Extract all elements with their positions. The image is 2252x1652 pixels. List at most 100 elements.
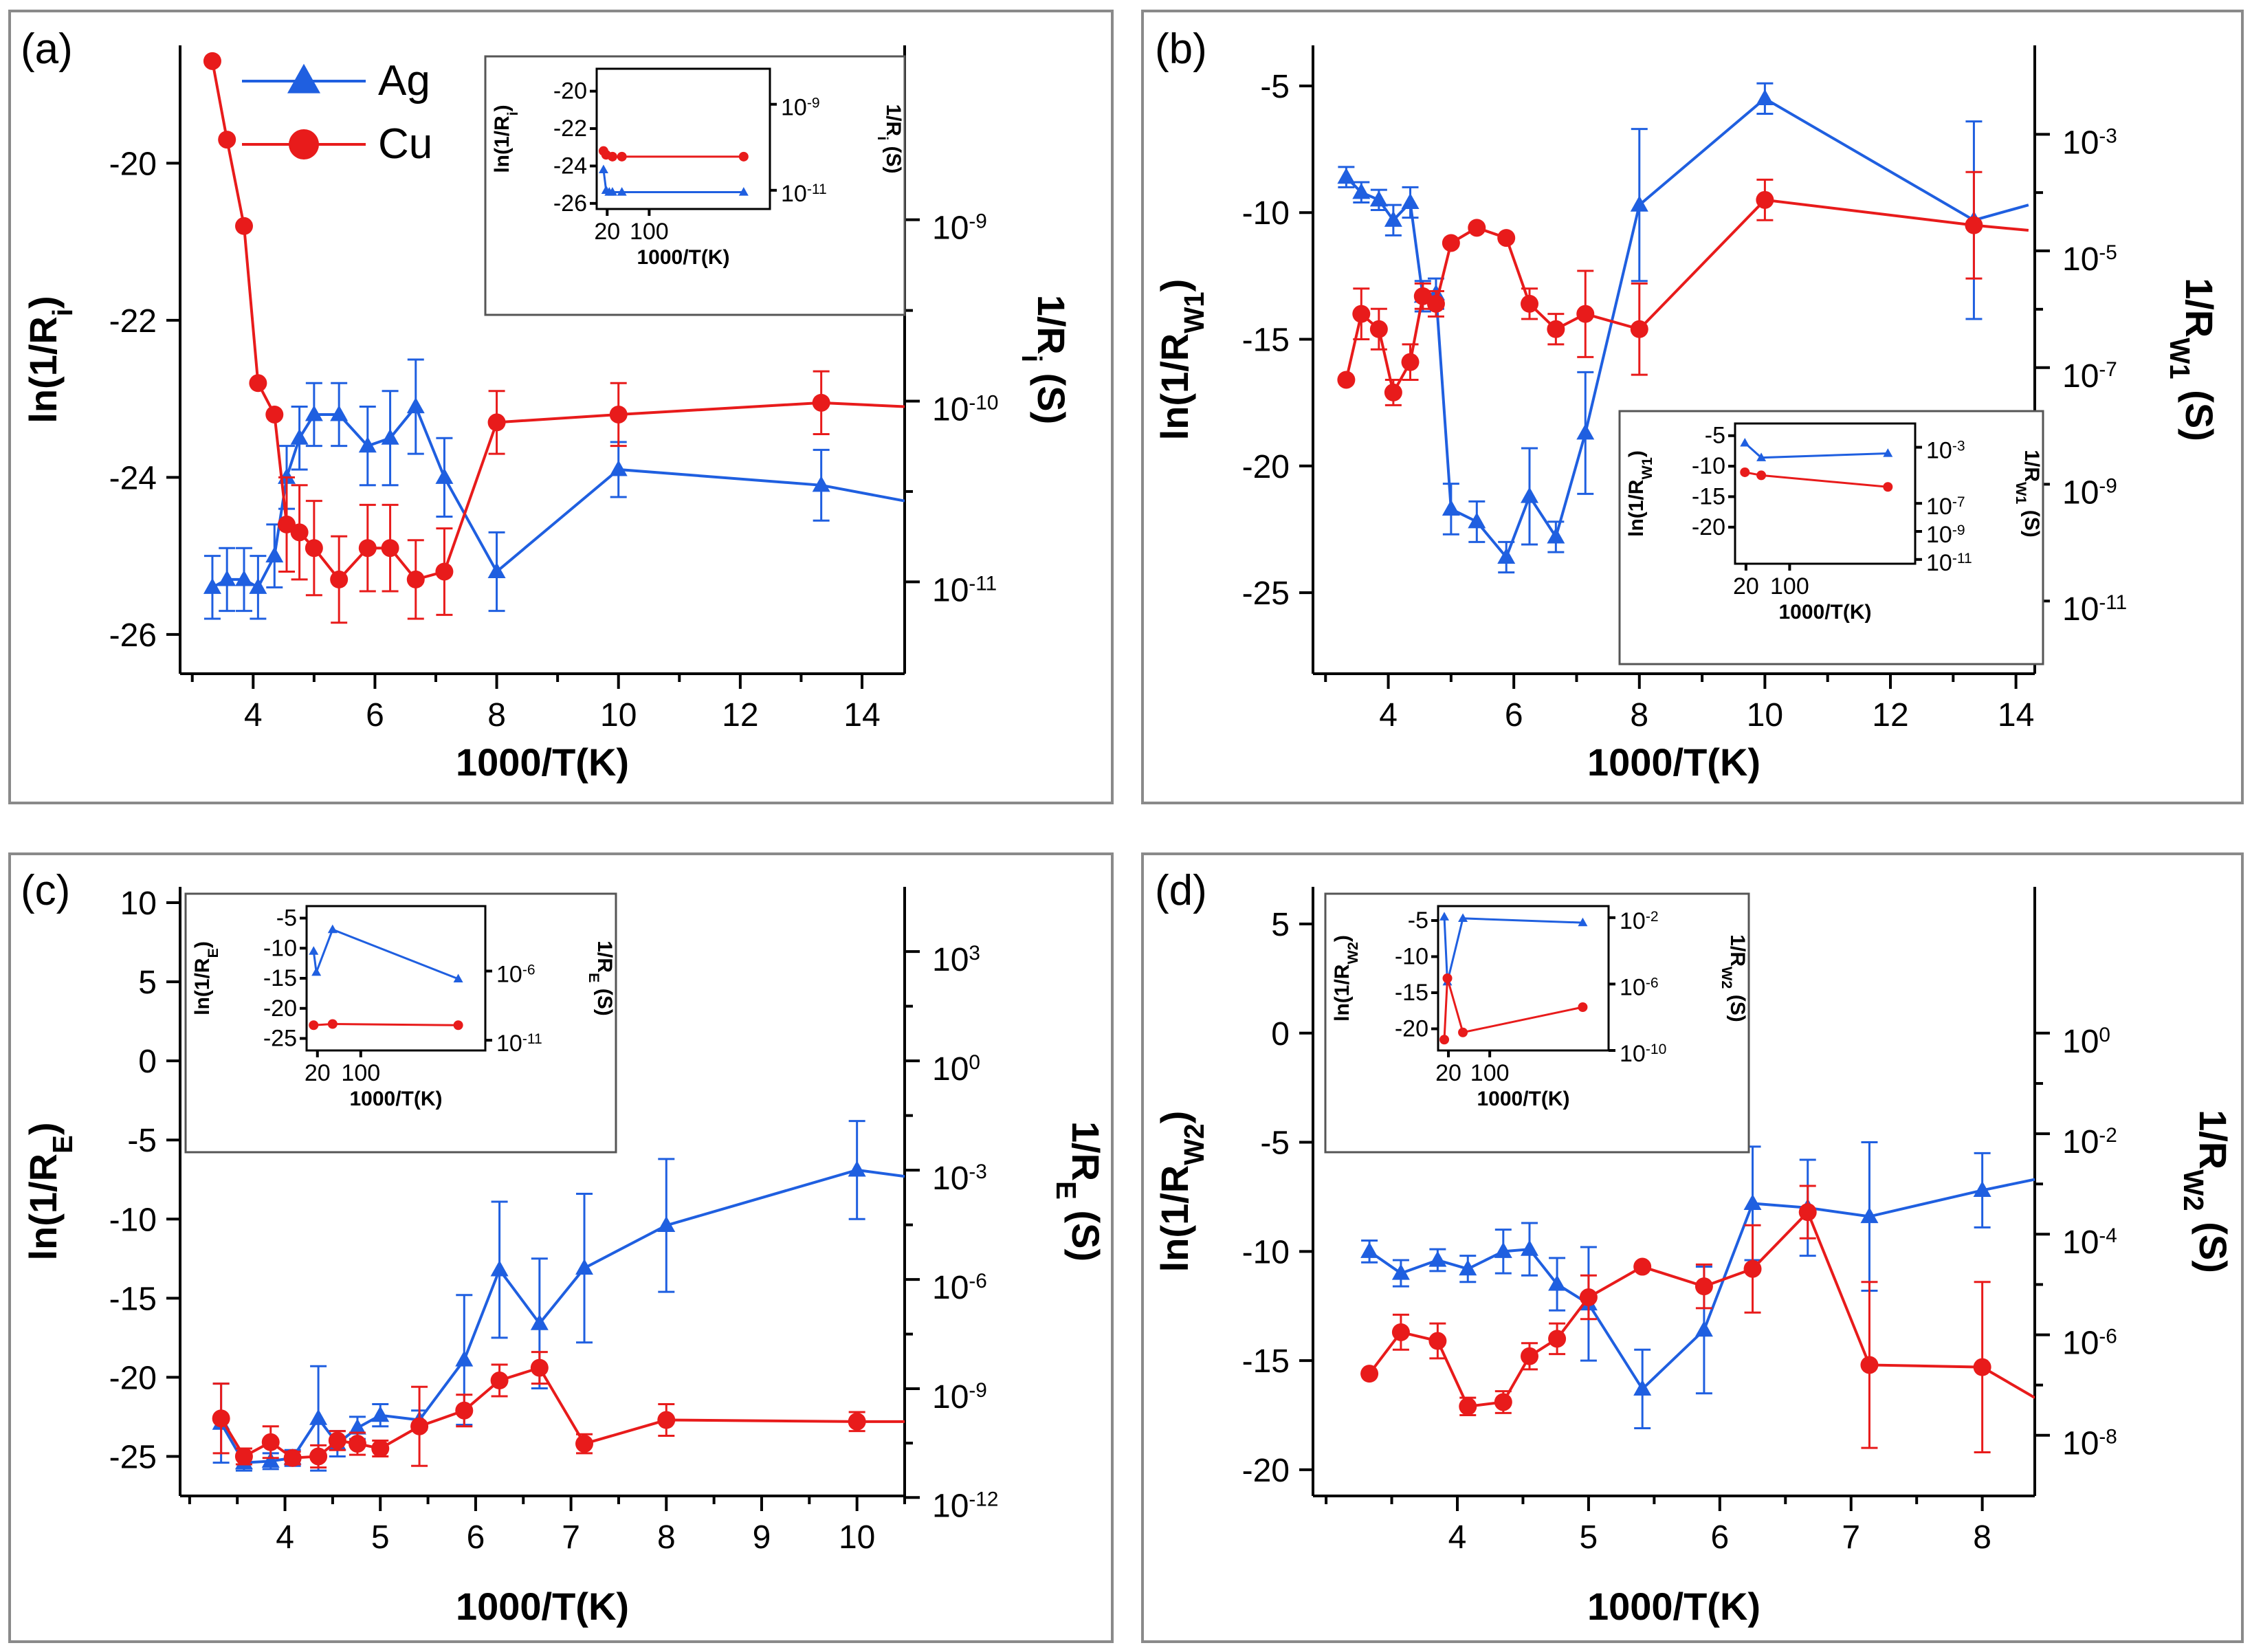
y-tick-label: -22: [109, 303, 157, 340]
y-tick-label: -10: [1242, 1234, 1290, 1270]
inset-data-point: [1740, 467, 1750, 477]
y-tick-label: -20: [1242, 449, 1290, 485]
inset-y-tick-label: -25: [263, 1026, 297, 1052]
inset-data-point: [1883, 482, 1893, 492]
x-tick-label: 6: [1710, 1519, 1729, 1556]
data-point: [1360, 1365, 1379, 1383]
data-point: [1521, 1347, 1538, 1365]
data-point: [406, 397, 425, 414]
x-tick-label: 10: [600, 697, 637, 734]
data-point: [1401, 192, 1420, 210]
data-point: [1694, 1321, 1713, 1337]
y2-tick-label: 10-9: [932, 1378, 987, 1416]
data-point: [406, 570, 425, 588]
y-tick-label: -20: [109, 1360, 157, 1396]
inset-y2-tick-label: 10-11: [781, 181, 827, 207]
inset-series-line: [312, 928, 459, 980]
y2-axis-title: 1/RW1 (S): [2164, 278, 2221, 441]
x-tick-label: 8: [487, 697, 506, 734]
inset-data-point: [738, 151, 749, 162]
data-point: [330, 570, 349, 588]
inset: 20 100 -25 -20 -15 -10 -5 10-11 10-6 1000/T(K) ln(…: [184, 892, 617, 1154]
y2-tick-label: 10-10: [932, 391, 998, 428]
data-point: [309, 1447, 328, 1466]
data-point: [575, 1258, 594, 1275]
inset-x-axis-title: 1000/T(K): [637, 246, 729, 269]
data-point: [218, 131, 236, 149]
x-tick-label: 4: [244, 697, 263, 734]
data-point: [1494, 1393, 1512, 1411]
data-point: [812, 393, 830, 412]
data-point: [1384, 210, 1402, 227]
inset-data-point: [327, 924, 338, 934]
data-point: [218, 570, 236, 586]
data-point: [1630, 320, 1648, 338]
inset-x-tick-label: 100: [1770, 573, 1809, 599]
inset-y-tick-label: -5: [276, 905, 297, 932]
data-point: [1973, 1358, 1991, 1376]
y2-tick-label: 10-8: [2062, 1425, 2117, 1462]
inset-x-axis-title: 1000/T(K): [349, 1088, 442, 1110]
inset-y2-tick-label: 10-7: [1926, 494, 1965, 520]
inset-x-tick-label: 20: [1733, 573, 1759, 599]
y2-axis-title: 1/RE (S): [1050, 1121, 1107, 1262]
y-tick-label: 5: [138, 965, 157, 1001]
data-point: [348, 1418, 366, 1435]
data-point: [1391, 1264, 1410, 1280]
inset-data-point: [617, 151, 627, 162]
data-point: [381, 428, 399, 445]
inset-data-point: [1578, 917, 1588, 927]
series-cu: [1337, 170, 2029, 406]
y-axis-title: ln(1/RE): [21, 1122, 78, 1260]
data-point: [1576, 305, 1595, 323]
data-point: [371, 1405, 390, 1422]
data-point: [1521, 1240, 1538, 1256]
inset-data-point: [1578, 1002, 1588, 1012]
data-point: [358, 539, 377, 558]
data-point: [1965, 216, 1983, 234]
y2-axis-title: 1/Ri (S): [1016, 295, 1073, 425]
inset-series-cu: [1740, 467, 1893, 492]
y-tick-label: -20: [1242, 1453, 1290, 1489]
x-axis-title: 1000/T(K): [456, 740, 629, 784]
x-tick-label: 12: [722, 697, 758, 734]
inset-y-axis-title: ln(1/Ri): [491, 104, 521, 173]
data-point: [1743, 1193, 1762, 1211]
y-tick-label: 5: [1271, 907, 1290, 943]
data-point: [1337, 167, 1356, 184]
data-point: [283, 1449, 302, 1467]
data-point: [1548, 1330, 1567, 1348]
data-point: [1391, 1323, 1410, 1341]
data-point: [455, 1350, 474, 1367]
data-point: [848, 1412, 866, 1431]
inset-series-line: [1443, 978, 1583, 1040]
data-point: [455, 1401, 474, 1420]
y-tick-label: -10: [1242, 195, 1290, 232]
inset-y-tick-label: -5: [1408, 907, 1428, 934]
inset-y-tick-label: -10: [1395, 944, 1428, 970]
legend-ag-marker: [287, 63, 320, 93]
data-point: [487, 413, 506, 432]
data-point: [348, 1435, 366, 1453]
inset-y-tick-label: -15: [1692, 483, 1725, 509]
data-point: [1459, 1397, 1477, 1416]
data-point: [278, 515, 296, 533]
inset-data-point: [1756, 470, 1767, 481]
data-point: [1973, 1180, 1991, 1197]
data-point: [309, 1409, 328, 1425]
inset-y-tick-label: -22: [553, 115, 587, 142]
x-axis-title: 1000/T(K): [1587, 740, 1760, 784]
data-point: [381, 539, 399, 558]
data-point: [1426, 294, 1445, 313]
inset-x-tick-label: 20: [594, 219, 620, 245]
inset: 20 100 -20 -15 -10 -5 10-10 10-6 10-2 1000/T(K) ln…: [1324, 892, 1750, 1154]
inset-x-tick-label: 100: [341, 1060, 380, 1086]
series-ag: [212, 1120, 905, 1472]
data-point: [1360, 1242, 1379, 1258]
inset: 20 100 -26 -24 -22 -20 10-11 10-9 1000/T(K) ln(1/…: [484, 55, 906, 316]
inset-frame: [1618, 410, 2044, 665]
series-ag: [1337, 82, 2029, 574]
inset-plot-area: [1734, 422, 1917, 565]
y-tick-label: -26: [109, 617, 157, 654]
data-point: [1756, 89, 1774, 105]
